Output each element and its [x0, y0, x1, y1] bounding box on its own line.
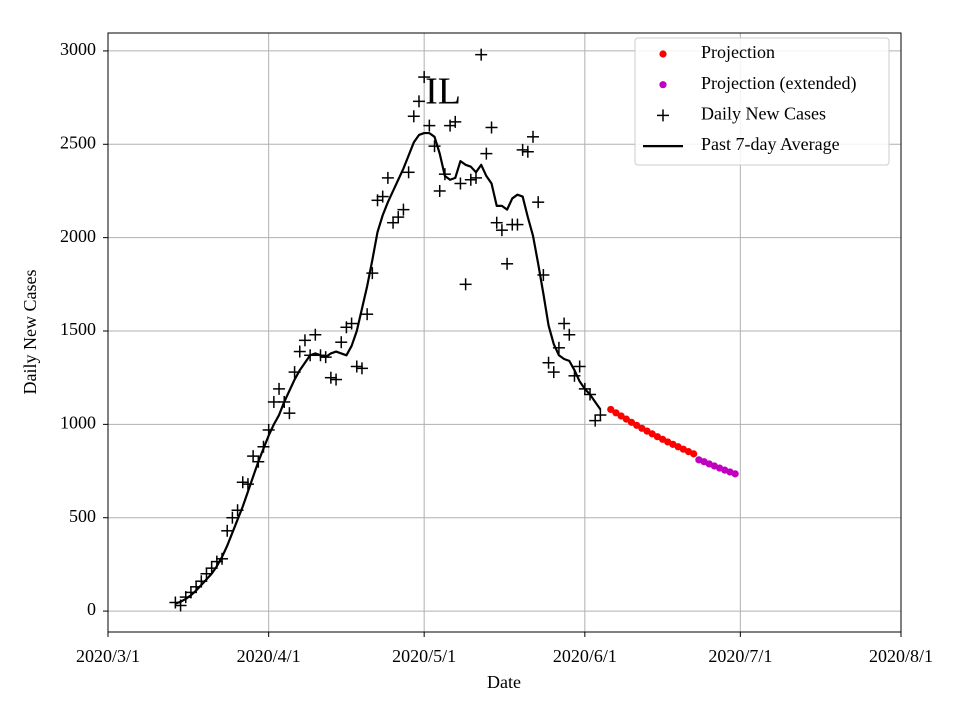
legend-label: Projection (extended): [701, 73, 856, 94]
x-axis-label: Date: [487, 672, 521, 692]
legend-plus: [657, 109, 669, 122]
case-marker: [241, 478, 254, 491]
case-marker: [247, 450, 260, 463]
case-marker: [402, 166, 415, 179]
case-marker: [330, 373, 343, 386]
legend-label: Projection: [701, 42, 775, 62]
projection-dot: [607, 405, 615, 414]
case-marker: [335, 336, 348, 349]
case-marker: [527, 130, 540, 143]
projection-dot: [690, 450, 698, 458]
case-marker: [480, 147, 493, 160]
case-marker: [459, 278, 472, 291]
case-marker: [412, 95, 425, 108]
case-marker: [542, 356, 555, 369]
case-marker: [594, 409, 607, 422]
y-tick-label: 0: [87, 599, 96, 619]
y-tick-label: 1000: [60, 412, 96, 432]
case-marker: [547, 366, 560, 379]
x-tick-label: 2020/5/1: [392, 646, 456, 666]
y-tick-label: 2000: [60, 226, 96, 246]
case-marker: [345, 317, 358, 330]
x-tick-label: 2020/3/1: [76, 646, 140, 666]
case-marker: [589, 414, 602, 427]
case-marker: [495, 224, 508, 237]
case-marker: [485, 121, 498, 134]
case-marker: [490, 216, 503, 229]
case-marker: [511, 218, 524, 231]
projection-dot: [617, 412, 625, 420]
x-tick-label: 2020/8/1: [869, 646, 933, 666]
case-marker: [521, 145, 534, 158]
marks: [169, 48, 739, 612]
projection-dot: [731, 470, 739, 478]
projection-dot: [612, 409, 620, 417]
x-tick-label: 2020/6/1: [553, 646, 617, 666]
legend-label: Daily New Cases: [701, 104, 826, 124]
case-marker: [469, 171, 482, 184]
case-marker: [423, 119, 436, 132]
case-marker: [376, 190, 389, 203]
case-marker: [293, 345, 306, 358]
case-marker: [563, 328, 576, 341]
case-marker: [387, 216, 400, 229]
case-marker: [267, 395, 280, 408]
case-marker: [361, 308, 374, 321]
y-tick-label: 500: [69, 506, 96, 526]
case-marker: [283, 407, 296, 420]
legend: Projection Projection (extended) Daily New…: [634, 37, 890, 166]
case-marker: [407, 110, 420, 123]
case-marker: [324, 371, 337, 384]
case-marker: [433, 184, 446, 197]
y-tick-label: 3000: [60, 39, 96, 59]
plot-frame: [107, 32, 902, 633]
case-marker: [418, 71, 431, 84]
case-marker: [532, 196, 545, 209]
case-marker: [397, 203, 410, 216]
case-marker: [355, 362, 368, 375]
legend-box: [634, 37, 890, 166]
case-marker: [501, 257, 514, 270]
case-marker: [573, 360, 586, 373]
case-marker: [381, 171, 394, 184]
case-marker: [558, 317, 571, 330]
case-marker: [454, 177, 467, 190]
case-marker: [226, 511, 239, 524]
legend-dot: [659, 50, 667, 58]
case-marker: [366, 267, 379, 280]
case-marker: [298, 334, 311, 347]
case-marker: [221, 524, 234, 537]
y-tick-label: 1500: [60, 319, 96, 339]
case-marker: [309, 328, 322, 341]
case-marker: [475, 48, 488, 61]
case-marker: [392, 211, 405, 224]
y-axis-label: Daily New Cases: [20, 270, 40, 395]
case-marker: [236, 476, 249, 489]
average-line: [175, 131, 602, 605]
projection-dot: [622, 415, 630, 423]
case-marker: [350, 360, 363, 373]
case-marker: [273, 382, 286, 395]
chart-title: IL: [425, 71, 461, 113]
case-marker: [516, 143, 529, 156]
legend-dot: [659, 81, 667, 89]
x-tick-label: 2020/4/1: [237, 646, 301, 666]
case-marker: [464, 173, 477, 186]
legend-label: Past 7-day Average: [701, 134, 840, 154]
y-tick-label: 2500: [60, 132, 96, 152]
case-marker: [449, 115, 462, 128]
x-tick-label: 2020/7/1: [708, 646, 772, 666]
